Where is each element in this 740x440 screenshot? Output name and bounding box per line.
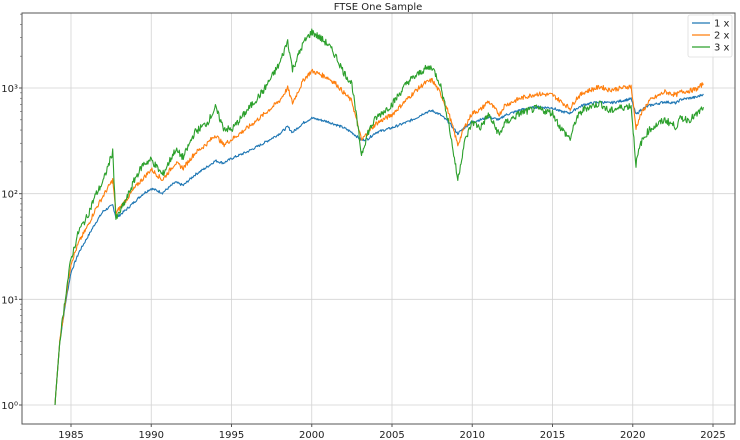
x-tick-label: 2015 [540, 430, 565, 440]
y-tick-label: 10² [1, 190, 18, 201]
series-line-3x [54, 28, 704, 406]
x-tick-label: 2005 [379, 430, 404, 440]
series-line-1x [54, 93, 704, 406]
x-tick-label: 1995 [219, 430, 244, 440]
x-tick-label: 2020 [620, 430, 645, 440]
legend-label: 3 x [714, 43, 730, 54]
y-tick-label: 10⁰ [1, 401, 18, 412]
series-line-2x [54, 68, 704, 406]
x-axis-ticks: 1985 1990 1995 2000 2005 2010 2015 2020 2025 [58, 424, 726, 440]
grid [22, 13, 735, 424]
chart-title: FTSE One Sample [334, 2, 423, 13]
x-tick-label: 2025 [700, 430, 725, 440]
y-tick-label: 10³ [1, 84, 18, 95]
x-tick-label: 2000 [299, 430, 324, 440]
legend: 1 x2 x3 x [687, 14, 733, 58]
x-tick-label: 1985 [58, 430, 83, 440]
plot-lines [54, 28, 704, 406]
x-tick-label: 1990 [139, 430, 164, 440]
y-axis-ticks: 10⁰ 10¹ 10² 10³ [1, 13, 22, 412]
legend-label: 2 x [714, 31, 730, 42]
x-tick-label: 2010 [460, 430, 485, 440]
y-tick-label: 10¹ [1, 295, 18, 306]
legend-label: 1 x [714, 19, 730, 30]
plot-frame [21, 12, 736, 425]
